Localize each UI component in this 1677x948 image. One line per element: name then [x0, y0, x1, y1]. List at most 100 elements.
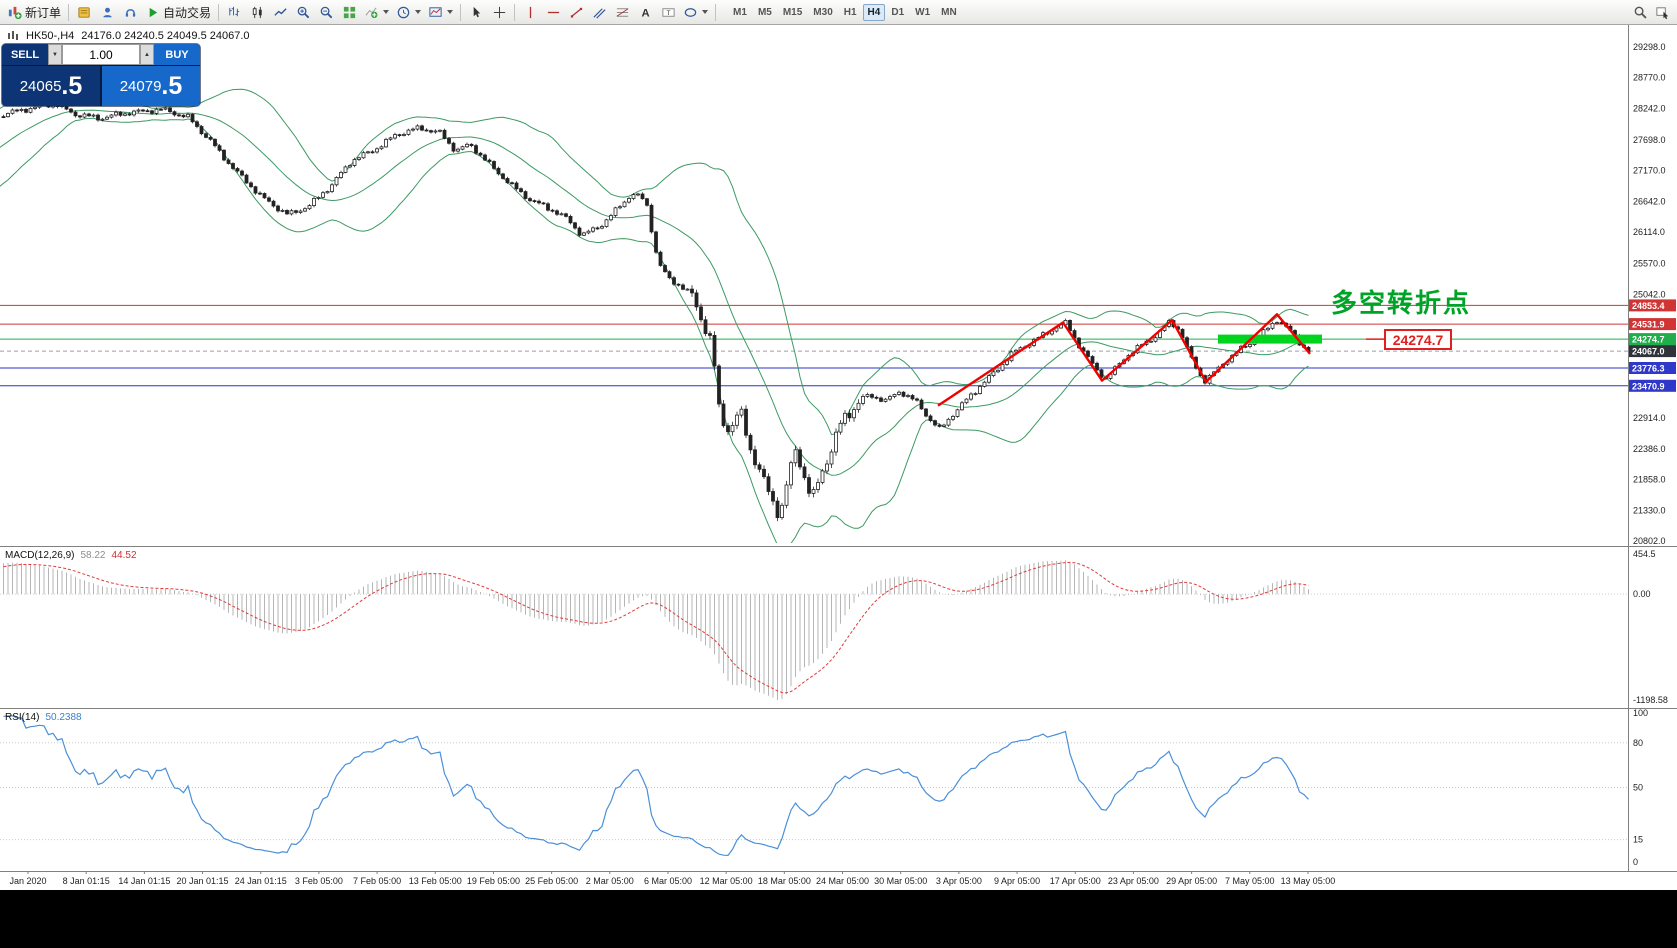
line-chart-button[interactable]: [269, 2, 291, 23]
svg-text:T: T: [666, 9, 670, 16]
auto-trading-button[interactable]: 自动交易: [142, 2, 214, 23]
bollinger-upper: [0, 88, 1309, 436]
new-order-button[interactable]: 新订单: [4, 2, 64, 23]
macd-value-1: 58.22: [80, 550, 106, 561]
price-tag: [1629, 299, 1676, 312]
rsi-value: 50.2388: [45, 712, 82, 723]
timeframe-button-m1[interactable]: M1: [733, 6, 747, 18]
time-axis[interactable]: Jan 2020 8 Jan 01:15 14 Jan 01:15 20 Jan 01…: [9, 871, 1335, 886]
bollinger-lower: [0, 117, 1309, 543]
price-axis-label: 22386.0: [1633, 444, 1666, 454]
highlight-zone[interactable]: [1218, 334, 1322, 344]
price-axis-label: 20802.0: [1633, 536, 1666, 546]
bollinger-bands: [0, 88, 1309, 543]
turning-point-annotation[interactable]: 多空转折点: [1331, 288, 1472, 318]
trade-panel-controls: SELL ▼ ▲ BUY: [2, 44, 200, 65]
timeframe-group: M1 M5 M15 M30 H1 H4 D1 W1 MN: [728, 3, 962, 21]
price-axis-label: 21330.0: [1633, 505, 1666, 515]
channel-button[interactable]: [588, 2, 610, 23]
timeframe-button-h1[interactable]: H1: [843, 6, 857, 18]
time-axis-label: 13 May 05:00: [1281, 876, 1336, 886]
text-label-button[interactable]: T: [657, 2, 679, 23]
sell-price[interactable]: 24065.5: [2, 66, 100, 106]
tile-windows-button[interactable]: [338, 2, 360, 23]
zoom-out-button[interactable]: [315, 2, 337, 23]
terminal-button[interactable]: [73, 2, 95, 23]
price-axis-label: 26114.0: [1633, 227, 1665, 237]
time-axis-label: 24 Mar 05:00: [816, 876, 869, 886]
data-window-button[interactable]: [1651, 2, 1673, 23]
price-level-lines[interactable]: [0, 304, 1628, 387]
trade-panel-prices: 24065.5 24079.5: [2, 66, 200, 106]
price-tag-label: 23776.3: [1632, 364, 1665, 374]
price-callout[interactable]: 24274.7: [1384, 329, 1452, 350]
pointer-window-icon: [1655, 6, 1668, 19]
volume-decrease-button[interactable]: ▼: [48, 44, 62, 65]
timeframe-button-m30[interactable]: M30: [813, 6, 833, 18]
time-axis-label: 23 Apr 05:00: [1108, 876, 1159, 886]
support-button[interactable]: [119, 2, 141, 23]
cursor-button[interactable]: [465, 2, 487, 23]
time-axis-label: 6 Mar 05:00: [644, 876, 692, 886]
sell-button[interactable]: SELL: [2, 44, 48, 65]
price-tag-label: 24274.7: [1632, 335, 1665, 345]
volume-increase-button[interactable]: ▲: [140, 44, 154, 65]
buy-button[interactable]: BUY: [154, 44, 200, 65]
symbol-period-label: HK50-,H4: [26, 30, 75, 42]
clock-icon: [397, 6, 410, 18]
timeframe-button-m15[interactable]: M15: [782, 6, 803, 18]
zoom-in-button[interactable]: [292, 2, 314, 23]
buy-price-prefix: 24079: [119, 77, 162, 95]
indicators-button[interactable]: [361, 2, 392, 23]
main-toolbar: 新订单 自动交易: [0, 0, 1677, 25]
time-axis-label: 20 Jan 01:15: [177, 876, 229, 886]
trend-zigzag[interactable]: [937, 313, 1311, 407]
timeframe-button-d1[interactable]: D1: [891, 6, 905, 18]
price-tag: [1629, 345, 1676, 358]
trendline-button[interactable]: [565, 2, 587, 23]
text-button[interactable]: A: [634, 2, 656, 23]
timeframe-button-h4[interactable]: H4: [862, 3, 886, 21]
rsi-line: [3, 715, 1309, 857]
price-axis-label: 22914.0: [1633, 413, 1666, 423]
vertical-line-button[interactable]: [519, 2, 541, 23]
volume-input[interactable]: [62, 44, 140, 65]
macd-signal-line: [3, 561, 1309, 694]
chart-info-bar: HK50-,H4 24176.0 24240.5 24049.5 24067.0: [7, 30, 250, 42]
price-tag-label: 24067.0: [1632, 347, 1665, 357]
timeframe-button-m5[interactable]: M5: [757, 6, 772, 18]
rsi-scale-label: 80: [1633, 738, 1643, 748]
toolbar-separator: [218, 3, 220, 21]
bar-chart-button[interactable]: [223, 2, 245, 23]
crosshair-button[interactable]: [488, 2, 510, 23]
chart-symbol-icon: [8, 31, 18, 40]
svg-text:A: A: [641, 7, 649, 19]
macd-scale-label: 454.5: [1633, 549, 1656, 559]
timeframe-button-mn[interactable]: MN: [941, 6, 957, 18]
time-axis-label: 9 Apr 05:00: [994, 876, 1040, 886]
accounts-button[interactable]: [96, 2, 118, 23]
time-axis-label: 12 Mar 05:00: [700, 876, 753, 886]
add-indicator-icon: [365, 7, 378, 18]
timeframe-button-w1[interactable]: W1: [915, 6, 931, 18]
candlestick-chart-button[interactable]: [246, 2, 268, 23]
macd-name: MACD(12,26,9): [5, 550, 75, 561]
trendline-icon: [570, 7, 582, 18]
periods-button[interactable]: [393, 2, 424, 23]
price-axis[interactable]: 29298.0 28770.0 28242.0 27698.0 27170.0 26642…: [1629, 42, 1676, 867]
buy-price[interactable]: 24079.5: [102, 66, 200, 106]
templates-button[interactable]: [425, 2, 456, 23]
auto-trading-label: 自动交易: [163, 5, 212, 20]
macd-scale-label: -1198.58: [1633, 695, 1668, 705]
toolbar-separator: [514, 3, 516, 21]
shapes-button[interactable]: [680, 2, 711, 23]
vertical-line-icon: [529, 6, 531, 18]
price-axis-label: 28242.0: [1633, 103, 1666, 113]
bollinger-middle: [0, 109, 1309, 476]
toolbar-separator: [68, 3, 70, 21]
dropdown-caret-icon: [447, 10, 454, 14]
fibonacci-button[interactable]: [611, 2, 633, 23]
horizontal-line-button[interactable]: [542, 2, 564, 23]
search-button[interactable]: [1629, 2, 1651, 23]
